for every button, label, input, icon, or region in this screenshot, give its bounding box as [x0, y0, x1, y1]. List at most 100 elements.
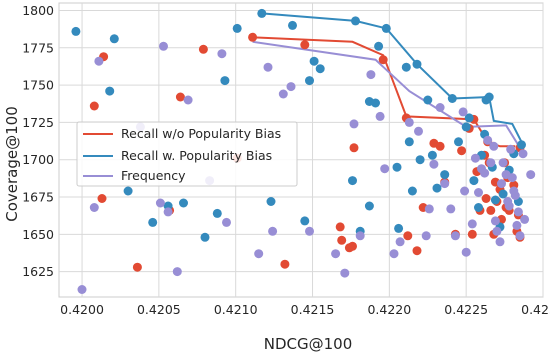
data-point — [364, 201, 374, 211]
data-point — [395, 237, 405, 247]
y-tick-label: 1800 — [22, 3, 54, 18]
data-point — [480, 168, 490, 178]
data-point — [458, 107, 468, 117]
y-tick-label: 1675 — [22, 190, 54, 205]
data-point — [518, 149, 528, 159]
data-point — [212, 208, 222, 218]
data-point — [375, 111, 385, 121]
data-point — [392, 162, 402, 172]
data-point — [403, 231, 413, 241]
data-point — [412, 246, 422, 256]
data-point — [427, 150, 437, 160]
data-point — [200, 232, 210, 242]
data-point — [105, 86, 115, 96]
data-point — [486, 205, 496, 215]
y-axis-title: Coverage@100 — [3, 106, 21, 222]
data-point — [483, 135, 493, 145]
data-point — [348, 241, 357, 251]
data-point — [513, 207, 523, 217]
data-point — [470, 153, 480, 163]
data-point — [454, 137, 463, 147]
data-point — [440, 179, 450, 189]
data-point — [248, 32, 258, 42]
data-point — [371, 98, 380, 108]
data-point — [220, 76, 230, 86]
data-point — [469, 176, 479, 186]
data-point — [412, 59, 422, 69]
data-point — [394, 223, 404, 233]
y-tick-label: 1775 — [22, 40, 54, 55]
data-point — [183, 95, 193, 105]
data-point — [132, 262, 142, 272]
data-point — [315, 64, 325, 74]
data-point — [520, 214, 530, 224]
data-point — [484, 92, 494, 102]
legend-label-recall-wo: Recall w/o Popularity Bias — [121, 126, 281, 141]
data-point — [254, 249, 264, 259]
data-point — [457, 146, 467, 156]
data-point — [71, 26, 81, 36]
data-point — [172, 267, 182, 277]
data-point — [490, 195, 500, 205]
data-point — [507, 173, 517, 183]
data-point — [198, 44, 208, 54]
data-point — [495, 237, 505, 247]
data-point — [526, 170, 536, 180]
data-point — [300, 40, 310, 50]
data-point — [401, 62, 411, 72]
data-point — [464, 113, 474, 123]
data-point — [351, 16, 360, 26]
data-point — [435, 141, 445, 151]
data-point — [517, 140, 526, 150]
data-point — [309, 56, 319, 66]
x-tick-label: 0.4230 — [521, 302, 550, 317]
data-point — [109, 34, 119, 44]
data-point — [407, 186, 417, 196]
data-point — [155, 198, 165, 208]
data-point — [378, 55, 388, 65]
data-point — [280, 259, 290, 269]
legend-label-frequency: Frequency — [121, 168, 186, 183]
data-point — [404, 117, 414, 127]
data-point — [474, 203, 483, 212]
data-point — [266, 197, 276, 206]
data-point — [421, 231, 431, 241]
y-tick-labels: 1625 1650 1675 1700 1725 1750 1775 1800 — [22, 3, 54, 279]
legend-label-recall-w: Recall w. Popularity Bias — [121, 148, 272, 163]
data-point — [404, 137, 414, 147]
data-point — [355, 231, 365, 241]
x-tick-label: 0.4210 — [214, 302, 258, 317]
data-point — [380, 164, 390, 174]
data-point — [481, 194, 491, 203]
data-point — [97, 194, 107, 203]
data-point — [300, 216, 310, 226]
data-point — [94, 56, 104, 66]
y-tick-label: 1650 — [22, 227, 54, 242]
data-point — [389, 249, 399, 259]
data-point — [179, 198, 188, 208]
data-point — [222, 217, 231, 227]
data-point — [492, 226, 502, 236]
legend: Recall w/o Popularity Bias Recall w. Pop… — [76, 121, 298, 187]
data-point — [337, 235, 347, 245]
data-point — [515, 231, 525, 241]
data-point — [447, 94, 457, 103]
x-tick-label: 0.4215 — [291, 302, 335, 317]
y-tick-label: 1625 — [22, 264, 54, 279]
x-tick-label: 0.4220 — [367, 302, 411, 317]
data-point — [489, 141, 499, 151]
data-point — [446, 204, 456, 214]
data-point — [77, 285, 87, 294]
data-points — [71, 8, 536, 294]
data-point — [381, 23, 391, 33]
data-point — [498, 158, 508, 168]
data-point — [349, 143, 359, 153]
data-point — [175, 92, 185, 102]
data-point — [450, 231, 460, 241]
data-point — [257, 8, 267, 18]
data-point — [331, 249, 341, 259]
data-point — [498, 189, 508, 199]
data-point — [335, 222, 345, 232]
data-point — [474, 188, 483, 197]
